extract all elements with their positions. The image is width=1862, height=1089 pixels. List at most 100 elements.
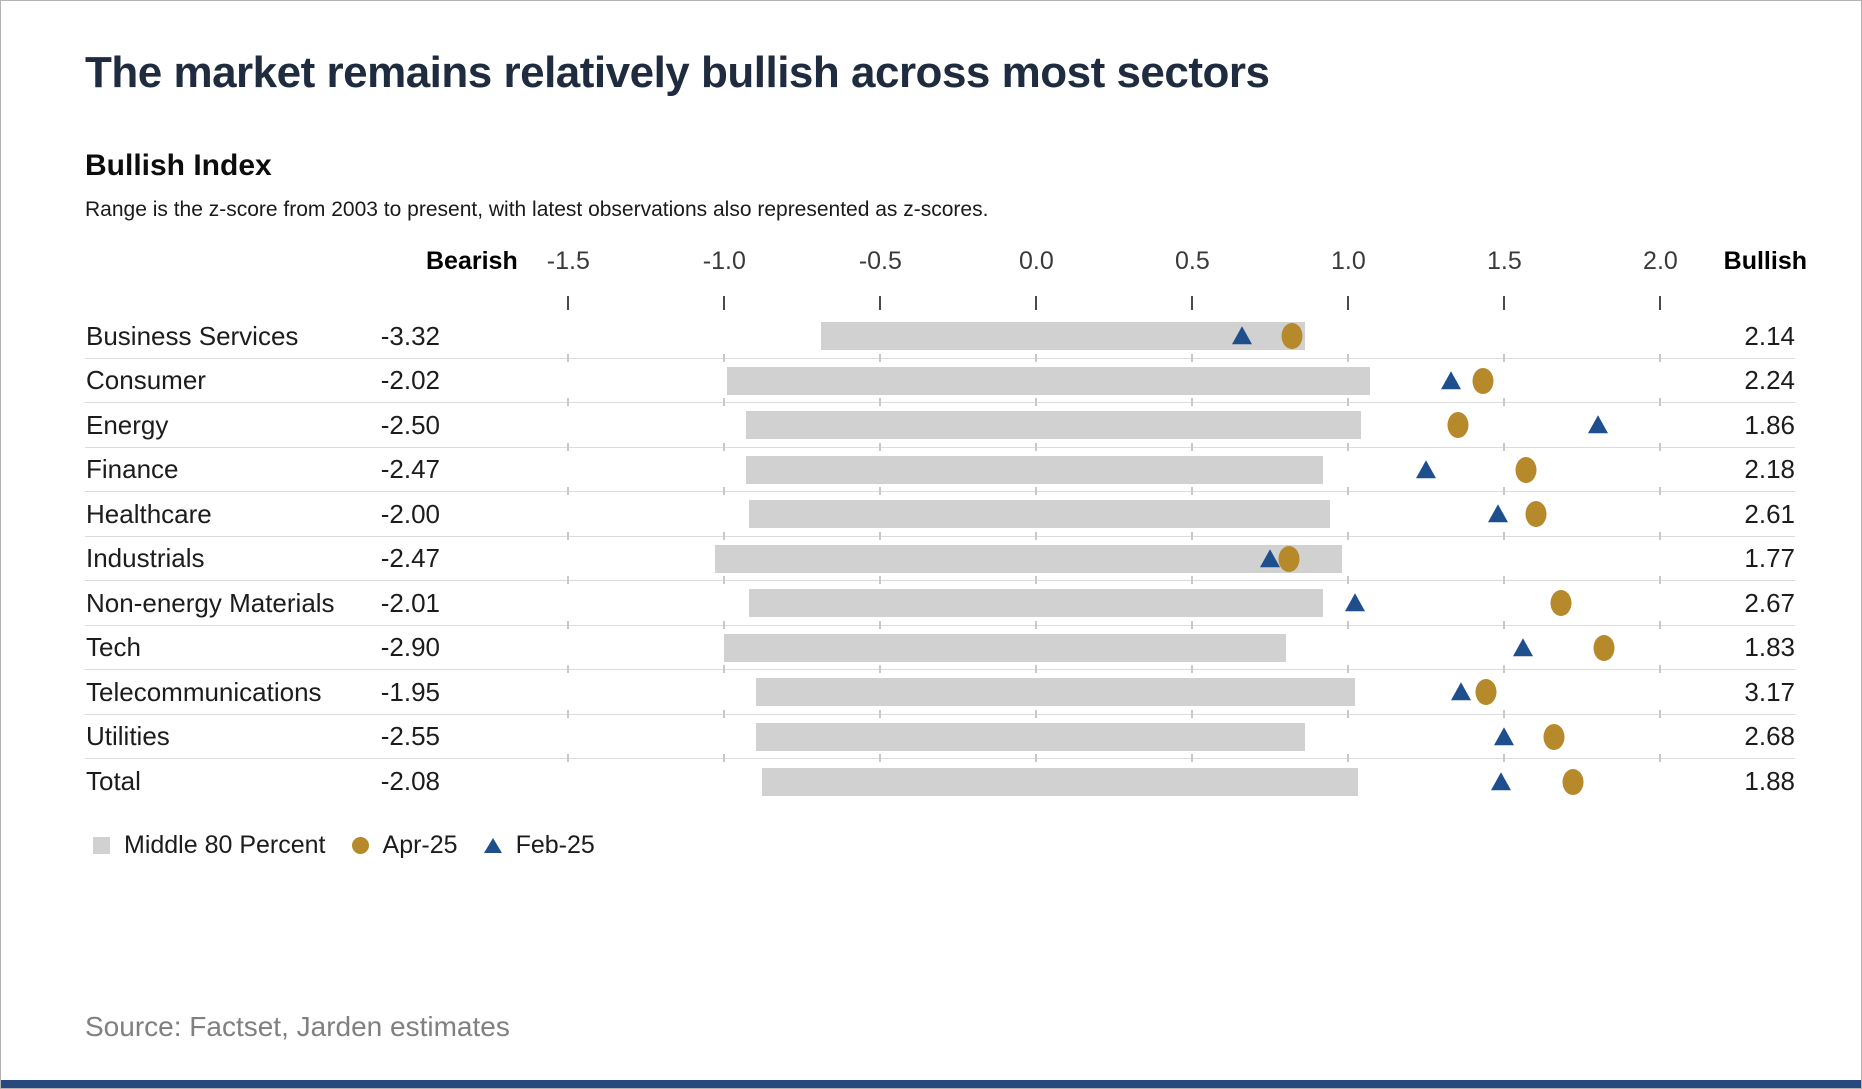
sector-label: Industrials [86, 543, 205, 574]
grid-tick-stub [1503, 620, 1506, 629]
feb25-marker [1232, 326, 1253, 345]
apr25-marker [1562, 768, 1584, 795]
table-row: Tech -2.90 1.83 [85, 626, 1795, 674]
range-square-icon [93, 836, 110, 854]
axis-label-bearish: Bearish [426, 247, 518, 276]
apr25-marker [1281, 323, 1303, 350]
grid-tick-stub [567, 576, 570, 585]
range-bar [749, 500, 1330, 529]
bearish-value: -2.50 [380, 409, 440, 440]
grid-tick-stub [879, 620, 882, 629]
grid-tick-stub [1659, 353, 1662, 362]
apr25-marker [1550, 590, 1572, 617]
grid-tick-stub [1659, 665, 1662, 674]
grid-tick-stub [1659, 487, 1662, 496]
bearish-value: -2.01 [380, 587, 440, 618]
row-chart-area [456, 448, 1701, 496]
grid-tick-stub [1035, 754, 1038, 763]
axis-tick-label: -1.0 [702, 247, 746, 276]
bearish-value: -2.08 [380, 766, 440, 797]
circle-marker-icon [351, 836, 369, 854]
grid-tick-stub [879, 531, 882, 540]
axis-tick-mark [723, 296, 726, 311]
grid-tick-stub [1503, 576, 1506, 585]
axis-tick-label: 1.0 [1331, 247, 1366, 276]
grid-tick-stub [1035, 620, 1038, 629]
bullish-value: 1.88 [1744, 766, 1795, 797]
grid-tick-stub [1503, 353, 1506, 362]
grid-tick-stub [723, 531, 726, 540]
grid-tick-stub [1347, 576, 1350, 585]
apr25-marker [1515, 456, 1537, 483]
feb25-marker [1494, 726, 1515, 745]
grid-tick-stub [723, 442, 726, 451]
grid-tick-stub [1191, 442, 1194, 451]
table-row: Utilities -2.55 2.68 [85, 715, 1795, 763]
grid-tick-stub [1659, 709, 1662, 718]
chart-subtitle: Range is the z-score from 2003 to presen… [85, 198, 989, 222]
range-bar [724, 633, 1286, 662]
grid-tick-stub [1347, 442, 1350, 451]
axis-tick-label: -1.5 [546, 247, 590, 276]
axis-tick-mark [567, 296, 570, 311]
grid-tick-stub [567, 620, 570, 629]
table-row: Business Services -3.32 2.14 [85, 314, 1795, 362]
axis-tick-mark [1347, 296, 1350, 311]
chart-content: The market remains relatively bullish ac… [85, 1, 1807, 860]
table-row: Energy -2.50 1.86 [85, 403, 1795, 451]
grid-tick-stub [879, 442, 882, 451]
grid-tick-stub [1035, 487, 1038, 496]
range-bar [755, 722, 1305, 751]
range-bar [714, 544, 1343, 573]
row-chart-area [456, 314, 1701, 362]
table-row: Finance -2.47 2.18 [85, 448, 1795, 496]
bullish-value: 1.86 [1744, 409, 1795, 440]
feb25-marker [1260, 548, 1281, 567]
grid-tick-stub [723, 353, 726, 362]
range-bar [821, 322, 1305, 351]
table-row: Healthcare -2.00 2.61 [85, 492, 1795, 540]
grid-tick-stub [1503, 754, 1506, 763]
feb25-marker [1491, 771, 1512, 790]
table-row: Consumer -2.02 2.24 [85, 359, 1795, 407]
range-bar [746, 455, 1324, 484]
bearish-value: -2.02 [380, 365, 440, 396]
grid-tick-stub [1659, 442, 1662, 451]
grid-tick-stub [1347, 620, 1350, 629]
grid-tick-stub [1659, 531, 1662, 540]
legend-item-apr-25: Apr-25 [351, 831, 458, 860]
grid-tick-stub [1347, 709, 1350, 718]
grid-tick-stub [1191, 709, 1194, 718]
axis-tick-mark [1659, 296, 1662, 311]
grid-tick-stub [1347, 398, 1350, 407]
bearish-value: -2.55 [380, 721, 440, 752]
bearish-value: -1.95 [380, 676, 440, 707]
table-row: Non-energy Materials -2.01 2.67 [85, 581, 1795, 629]
axis-tick-label: 0.5 [1175, 247, 1210, 276]
row-chart-area [456, 670, 1701, 718]
bearish-value: -2.00 [380, 498, 440, 529]
sector-label: Finance [86, 454, 179, 485]
grid-tick-stub [1503, 398, 1506, 407]
feb25-marker [1450, 682, 1471, 701]
source-note: Source: Factset, Jarden estimates [85, 1011, 510, 1042]
grid-tick-stub [879, 709, 882, 718]
grid-tick-stub [1659, 620, 1662, 629]
range-bar [749, 589, 1324, 618]
row-chart-area [456, 492, 1701, 540]
grid-tick-stub [879, 576, 882, 585]
row-chart-area [456, 626, 1701, 674]
bullish-value: 2.18 [1744, 454, 1795, 485]
sector-label: Consumer [86, 365, 206, 396]
grid-tick-stub [567, 531, 570, 540]
grid-tick-stub [879, 398, 882, 407]
grid-tick-stub [1035, 531, 1038, 540]
range-bar [761, 767, 1358, 796]
feb25-marker [1488, 504, 1509, 523]
axis-tick-label: 0.0 [1018, 247, 1054, 276]
grid-tick-stub [1347, 754, 1350, 763]
grid-tick-stub [1035, 576, 1038, 585]
table-row: Industrials -2.47 1.77 [85, 537, 1795, 585]
apr25-marker [1447, 412, 1469, 439]
